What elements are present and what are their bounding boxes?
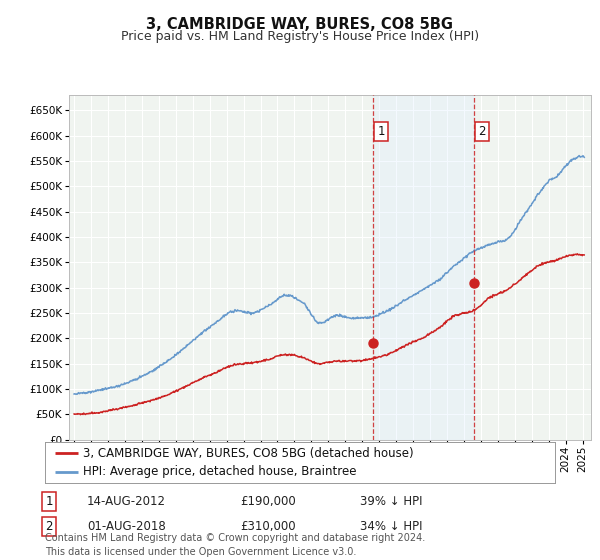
Text: 3, CAMBRIDGE WAY, BURES, CO8 5BG: 3, CAMBRIDGE WAY, BURES, CO8 5BG xyxy=(146,17,454,32)
Text: £190,000: £190,000 xyxy=(240,494,296,508)
Text: 2: 2 xyxy=(478,125,486,138)
Text: 14-AUG-2012: 14-AUG-2012 xyxy=(87,494,166,508)
Text: Contains HM Land Registry data © Crown copyright and database right 2024.
This d: Contains HM Land Registry data © Crown c… xyxy=(45,533,425,557)
Text: 01-AUG-2018: 01-AUG-2018 xyxy=(87,520,166,533)
Text: 1: 1 xyxy=(377,125,385,138)
Text: £310,000: £310,000 xyxy=(240,520,296,533)
Text: 1: 1 xyxy=(46,494,53,508)
Text: Price paid vs. HM Land Registry's House Price Index (HPI): Price paid vs. HM Land Registry's House … xyxy=(121,30,479,43)
Text: 2: 2 xyxy=(46,520,53,533)
Text: HPI: Average price, detached house, Braintree: HPI: Average price, detached house, Brai… xyxy=(83,465,357,478)
Bar xyxy=(373,95,474,440)
Text: 39% ↓ HPI: 39% ↓ HPI xyxy=(360,494,422,508)
Text: 3, CAMBRIDGE WAY, BURES, CO8 5BG (detached house): 3, CAMBRIDGE WAY, BURES, CO8 5BG (detach… xyxy=(83,447,414,460)
Text: 34% ↓ HPI: 34% ↓ HPI xyxy=(360,520,422,533)
